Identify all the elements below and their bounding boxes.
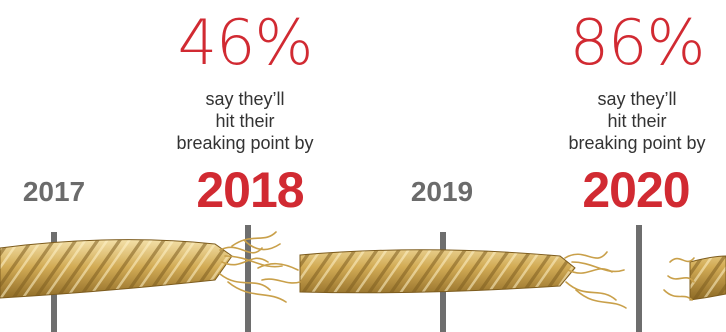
stat-2020: 86% say they’ll hit their breaking point…	[537, 12, 726, 154]
caption-line-1: say they’ll	[205, 89, 285, 109]
year-2018: 2018	[196, 162, 304, 218]
percent-2020: 86%	[569, 6, 706, 79]
rope	[0, 239, 726, 301]
caption-line-3: breaking point by	[568, 133, 706, 153]
rope-segment-2	[299, 249, 576, 294]
tick-2018	[245, 225, 251, 332]
caption-line-2: hit their	[215, 111, 275, 131]
frayed-strands-2020	[564, 251, 695, 309]
year-2017: 2017	[22, 176, 86, 207]
rope-segment-3	[689, 255, 726, 301]
year-2019: 2019	[410, 176, 474, 207]
caption-line-3: breaking point by	[176, 133, 314, 153]
frayed-strands-2018	[219, 231, 301, 303]
percent-2018: 46%	[177, 6, 314, 79]
year-2020: 2020	[582, 162, 690, 218]
caption-line-1: say they’ll	[597, 89, 677, 109]
caption-line-2: hit their	[607, 111, 667, 131]
rope-segment-1	[0, 239, 233, 299]
stat-2018: 46% say they’ll hit their breaking point…	[145, 12, 345, 154]
tick-2020	[636, 225, 642, 332]
